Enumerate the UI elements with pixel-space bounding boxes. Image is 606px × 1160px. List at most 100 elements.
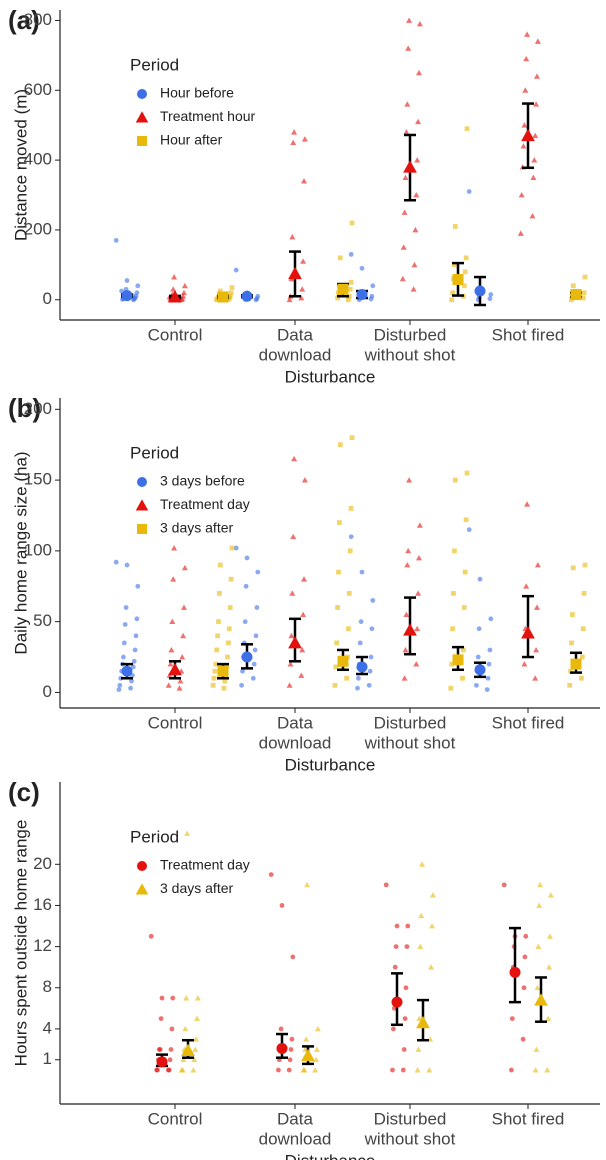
raw-point (180, 632, 187, 639)
raw-point (165, 682, 172, 688)
raw-point (117, 682, 123, 688)
raw-point (240, 668, 245, 674)
raw-point (461, 605, 467, 610)
y-tick-label: 0 (43, 289, 52, 308)
raw-point (448, 685, 454, 691)
raw-point (569, 640, 574, 646)
raw-point (524, 501, 531, 507)
panel-tag: (b) (8, 393, 41, 423)
raw-point (426, 1067, 433, 1073)
raw-point (337, 255, 343, 261)
legend-label: Treatment hour (160, 108, 256, 124)
raw-point (368, 296, 374, 302)
mean-marker (534, 993, 548, 1006)
raw-point (314, 1025, 321, 1032)
raw-point (522, 87, 529, 93)
raw-point (400, 1067, 406, 1073)
mean-marker (217, 665, 229, 677)
y-tick-label: 16 (33, 895, 52, 914)
raw-point (193, 1036, 200, 1042)
raw-point (366, 682, 372, 688)
y-tick-label: 8 (43, 977, 52, 996)
raw-point (165, 1067, 171, 1073)
legend-title: Period (130, 827, 179, 846)
raw-point (346, 297, 351, 303)
raw-point (288, 1047, 294, 1052)
raw-point (509, 1016, 515, 1022)
raw-point (278, 1026, 284, 1032)
raw-point (402, 174, 409, 180)
raw-point (518, 192, 525, 198)
raw-point (403, 611, 410, 617)
raw-point (228, 576, 234, 582)
raw-point (291, 455, 298, 462)
raw-point (304, 881, 311, 888)
raw-point (532, 132, 539, 139)
x-tick-label: Control (148, 325, 203, 344)
raw-point (221, 685, 227, 691)
raw-point (123, 605, 129, 610)
raw-point (346, 590, 352, 596)
raw-point (536, 902, 543, 908)
raw-point (176, 685, 183, 691)
raw-point (466, 189, 472, 194)
raw-point (122, 622, 128, 627)
raw-point (487, 647, 493, 653)
raw-point (368, 654, 374, 660)
x-tick-label: download (259, 345, 332, 364)
raw-point (449, 661, 455, 667)
y-tick-label: 12 (33, 936, 52, 955)
x-tick-label: download (259, 733, 332, 752)
raw-point (393, 944, 399, 950)
raw-point (194, 995, 201, 1001)
raw-point (180, 1056, 187, 1063)
y-tick-label: 4 (43, 1018, 52, 1037)
raw-point (402, 646, 409, 653)
raw-point (226, 640, 231, 646)
raw-point (449, 297, 455, 303)
raw-point (520, 1036, 526, 1042)
raw-point (529, 212, 536, 219)
x-axis-title: Disturbance (285, 1151, 376, 1160)
raw-point (337, 520, 342, 525)
raw-point (214, 297, 220, 303)
raw-point (135, 583, 141, 589)
panel-tag: (c) (8, 777, 40, 807)
raw-point (417, 943, 424, 950)
raw-point (268, 872, 274, 877)
raw-point (412, 226, 419, 233)
raw-point (170, 286, 177, 292)
raw-point (416, 20, 423, 27)
raw-point (169, 618, 176, 625)
mean-marker (276, 1042, 288, 1054)
raw-point (404, 101, 411, 107)
raw-point (251, 661, 257, 667)
raw-point (130, 664, 136, 670)
raw-point (190, 1067, 197, 1073)
x-tick-label: Shot fired (492, 1109, 565, 1128)
raw-point (370, 283, 376, 289)
raw-point (537, 881, 544, 888)
legend-title: Period (130, 443, 179, 462)
raw-point (450, 626, 455, 632)
y-axis-title: Daily home range size (ha) (11, 451, 30, 654)
raw-point (464, 126, 470, 132)
raw-point (131, 658, 137, 664)
mean-marker (121, 290, 133, 302)
raw-point (570, 565, 576, 571)
mean-marker (356, 289, 368, 301)
raw-point (276, 1067, 281, 1073)
raw-point (517, 230, 524, 236)
mean-marker (301, 1048, 315, 1062)
x-tick-label: Disturbed (374, 713, 447, 732)
raw-point (228, 290, 234, 296)
raw-point (182, 1025, 189, 1032)
raw-point (349, 220, 355, 226)
raw-point (349, 435, 355, 441)
raw-point (429, 923, 435, 929)
raw-point (156, 1047, 162, 1052)
raw-point (475, 654, 481, 660)
raw-point (474, 682, 479, 688)
raw-point (344, 675, 349, 681)
